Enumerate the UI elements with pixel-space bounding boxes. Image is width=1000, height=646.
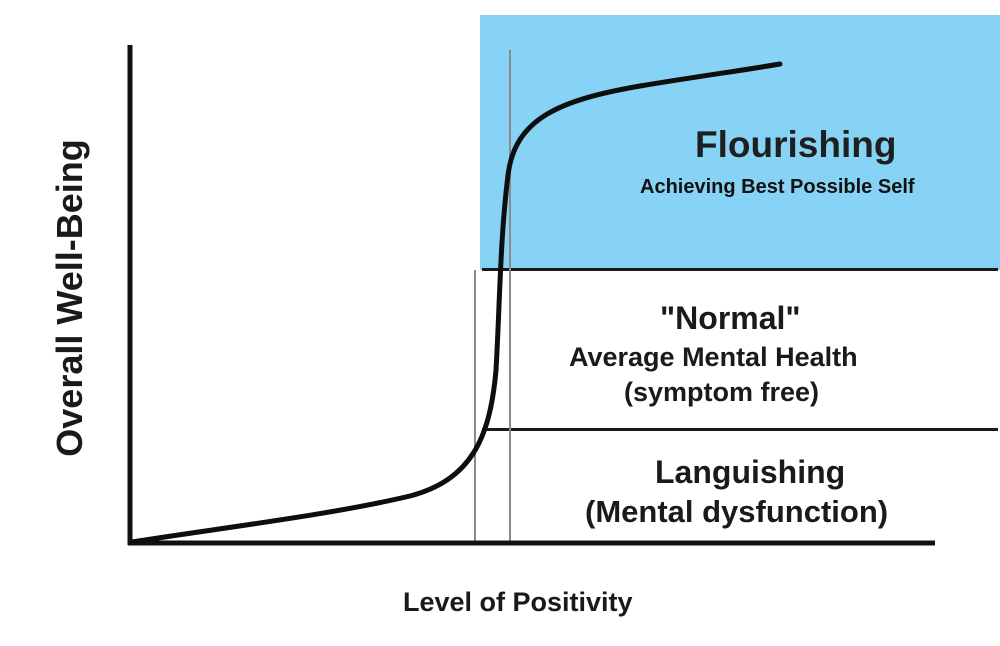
normal-title: "Normal" — [660, 300, 801, 336]
flourishing-normal-divider — [482, 268, 998, 271]
normal-note: (symptom free) — [624, 377, 820, 407]
positivity-curve — [129, 61, 783, 545]
normal-languishing-divider — [482, 428, 998, 431]
languishing-description: (Mental dysfunction) — [585, 494, 889, 529]
languishing-title: Languishing — [655, 454, 846, 490]
flourishing-subtitle: Achieving Best Possible Self — [640, 176, 915, 198]
normal-description: Average Mental Health — [569, 342, 858, 372]
flourishing-zone — [480, 15, 1000, 270]
x-axis-label: Level of Positivity — [403, 587, 633, 617]
flourishing-title: Flourishing — [695, 124, 897, 165]
y-axis-label: Overall Well-Being — [49, 139, 90, 457]
